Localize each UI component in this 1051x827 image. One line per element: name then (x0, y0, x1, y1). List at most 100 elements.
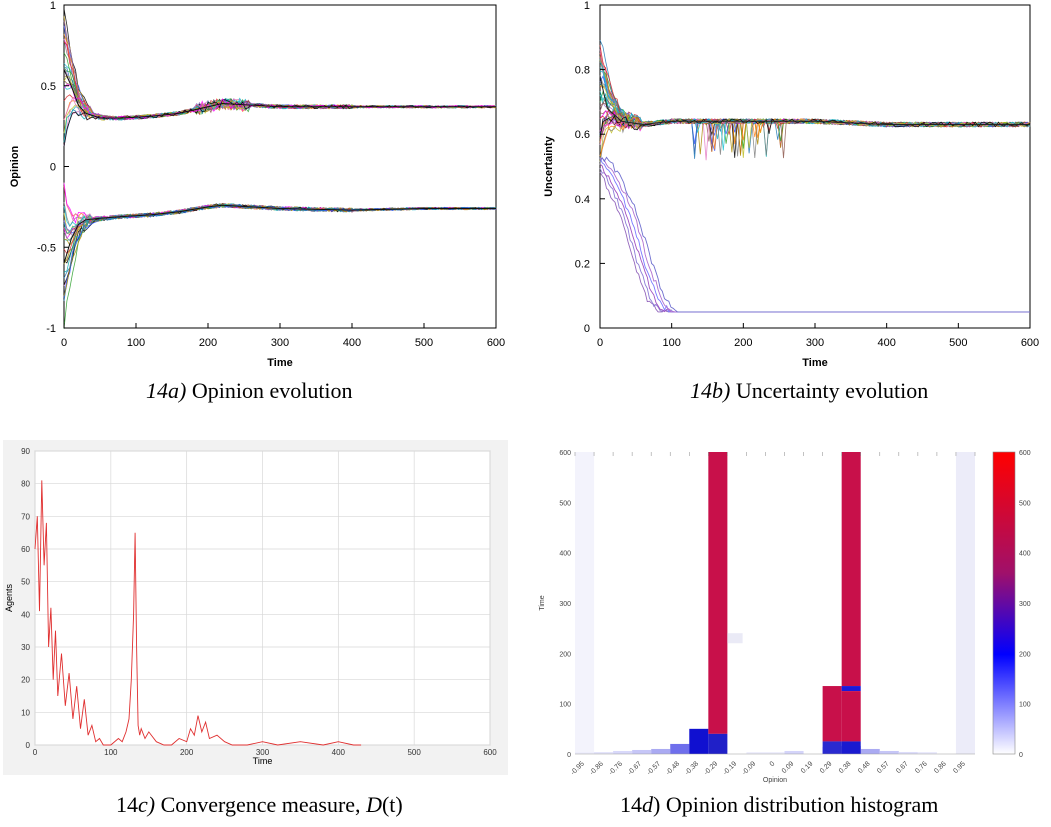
x-tick-label: 0 (33, 748, 38, 757)
x-tick-label: -0.76 (608, 760, 624, 776)
y-tick-label: 0.8 (575, 65, 590, 77)
y-tick-label: -1 (46, 323, 56, 335)
heat-cell (670, 743, 690, 754)
plot-area (575, 452, 975, 754)
heat-cell (955, 452, 975, 754)
y-tick-label: 1 (50, 0, 56, 12)
x-tick-label: 0 (769, 760, 777, 768)
trajectories (599, 40, 1031, 165)
y-tick-label: 1 (584, 0, 590, 12)
x-axis-label: Time (802, 357, 827, 369)
plot-area (599, 4, 1031, 329)
x-tick-label: 0.19 (800, 760, 815, 775)
heat-cell (708, 452, 728, 734)
x-tick-label: 0.86 (933, 760, 948, 775)
x-tick-label: 400 (877, 337, 895, 349)
x-tick-label: 0.57 (876, 760, 891, 775)
x-tick-label: -0.48 (665, 760, 681, 776)
y-tick-label: 500 (559, 500, 571, 507)
x-tick-label: -0.19 (722, 760, 738, 776)
heat-cell (860, 748, 880, 754)
x-tick-label: 0.76 (914, 760, 929, 775)
heat-cell (898, 751, 918, 754)
colorbar-tick-label: 200 (1019, 651, 1031, 658)
y-tick-label: 20 (21, 676, 30, 685)
y-axis-label: Opinion (9, 145, 21, 187)
colorbar-tick-label: 600 (1019, 450, 1031, 457)
y-tick-label: 70 (21, 512, 30, 521)
x-tick-label: -0.09 (741, 760, 757, 776)
x-tick-label: -0.95 (570, 760, 586, 776)
heat-cell (841, 691, 861, 742)
opinion-distribution-heatmap: -0.95 -0.86 -0.76 -0.67 -0.57 -0.48 -0.38 -0.29… (539, 450, 1031, 784)
x-tick-label: 300 (271, 337, 289, 349)
y-tick-label: 60 (21, 545, 30, 554)
heat-cell (575, 452, 595, 754)
x-tick-label: 600 (483, 748, 497, 757)
main-mean-line (599, 75, 1030, 126)
heat-cell (651, 748, 671, 754)
x-tick-label: 100 (662, 337, 680, 349)
cluster-mean-line (63, 204, 496, 264)
x-axis-label: Time (267, 357, 292, 369)
decay-line (599, 156, 1030, 313)
heat-cell (822, 686, 842, 742)
y-tick-label: 100 (559, 702, 571, 709)
y-tick-label: 400 (559, 551, 571, 558)
colorbar-tick-label: 500 (1019, 500, 1031, 507)
x-tick-label: 0.38 (838, 760, 853, 775)
x-tick-label: 0 (597, 337, 603, 349)
plot-area (63, 4, 497, 329)
x-tick-label: 100 (104, 748, 118, 757)
caption-14c: 14c) Convergence measure, D(t) (116, 792, 403, 817)
x-axis-label: Time (253, 756, 273, 766)
x-tick-label: 600 (487, 337, 505, 349)
colorbar (992, 451, 1016, 755)
x-tick-label: 0 (61, 337, 67, 349)
colorbar-tick-label: 300 (1019, 601, 1031, 608)
x-tick-label: 0.09 (781, 760, 796, 775)
trajectory-line (599, 84, 1031, 149)
heat-cell (632, 749, 652, 754)
caption-14b: 14b) Uncertainty evolution (690, 378, 929, 403)
y-tick-label: 30 (21, 643, 30, 652)
heat-cell (784, 750, 804, 754)
caption-14a: 14a) Opinion evolution (146, 378, 353, 403)
x-tick-label: 200 (199, 337, 217, 349)
heat-cell (727, 633, 743, 644)
y-tick-label: 0.5 (41, 81, 56, 93)
heat-cell (594, 751, 614, 754)
y-tick-label: 0 (567, 752, 571, 759)
x-tick-label: 300 (806, 337, 824, 349)
x-tick-label: 400 (343, 337, 361, 349)
heat-cell (841, 686, 861, 692)
y-tick-label: -0.5 (37, 242, 56, 254)
x-tick-label: 200 (734, 337, 752, 349)
heat-cell (822, 741, 842, 754)
x-tick-label: 600 (1021, 337, 1039, 349)
y-axis-label: Agents (4, 583, 14, 612)
y-tick-label: 40 (21, 610, 30, 619)
x-tick-label: 0.48 (857, 760, 872, 775)
x-tick-label: 500 (415, 337, 433, 349)
x-tick-label: -0.67 (627, 760, 643, 776)
heat-cell (689, 728, 709, 754)
x-tick-label: -0.86 (589, 760, 605, 776)
colorbar-tick-label: 100 (1019, 702, 1031, 709)
y-tick-label: 200 (559, 651, 571, 658)
opinion-evolution-chart: 0 100 200 300 400 500 600 -1 -0.5 0 0.5 1 Time Opinio… (9, 0, 505, 369)
uncertainty-evolution-chart: 0 100 200 300 400 500 600 0 0.2 0.4 0.6 0.8 1 Time Unc… (543, 0, 1039, 369)
y-tick-label: 80 (21, 480, 30, 489)
y-tick-label: 0.4 (575, 194, 590, 206)
x-tick-label: 500 (949, 337, 967, 349)
y-tick-label: 0 (50, 162, 56, 174)
y-tick-label: 300 (559, 601, 571, 608)
x-tick-label: 0.95 (952, 760, 967, 775)
heat-cell (917, 751, 937, 754)
x-tick-label: 500 (407, 748, 421, 757)
cluster-mean-line (63, 69, 496, 119)
x-tick-label: 200 (180, 748, 194, 757)
trajectory-line (63, 204, 497, 279)
y-tick-label: 10 (21, 708, 30, 717)
heat-cell (613, 750, 633, 754)
